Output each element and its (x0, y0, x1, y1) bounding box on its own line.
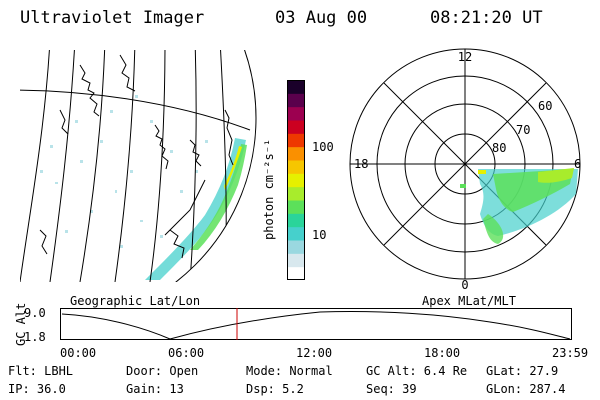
time-label: 08:21:20 UT (430, 8, 543, 28)
latlon-grid (20, 50, 251, 282)
polar-plot: 12 18 6 0 60 70 80 (349, 48, 581, 292)
altitude-ytick-high: 9.0 (24, 306, 46, 320)
info-seq: Seq: 39 (366, 382, 417, 396)
colorbar-segment (287, 213, 305, 228)
mlat-label-70: 70 (516, 123, 530, 137)
colorbar-segment (287, 173, 305, 188)
info-dsp: Dsp: 5.2 (246, 382, 304, 396)
mlt-label-12: 12 (458, 50, 472, 64)
colorbar-segment (287, 186, 305, 201)
colorbar-unit-label: photon cm⁻²s⁻¹ (262, 138, 276, 240)
polar-emission-dot (478, 170, 486, 174)
info-gc-alt: GC Alt: 6.4 Re (366, 364, 468, 378)
colorbar-segment (287, 200, 305, 214)
aurora-band-outer (145, 138, 246, 280)
instrument-title: Ultraviolet Imager (20, 8, 205, 28)
aurora-band-core (224, 146, 242, 190)
geographic-caption: Geographic Lat/Lon (70, 294, 201, 308)
colorbar-segment (287, 106, 305, 121)
colorbar-segment (287, 80, 305, 94)
mlat-label-60: 60 (538, 99, 552, 113)
mlat-label-80: 80 (492, 141, 506, 155)
colorbar-segment (287, 266, 305, 281)
info-glon: GLon: 287.4 (486, 382, 566, 396)
colorbar-border (287, 80, 305, 280)
altitude-xtick-2359: 23:59 (552, 346, 589, 360)
apex-caption: Apex MLat/MLT (422, 294, 516, 308)
colorbar-segment (287, 146, 305, 161)
colorbar-segment (287, 226, 305, 241)
altitude-plot-frame (60, 308, 572, 340)
polar-emission-dot-2 (460, 184, 466, 188)
info-glat: GLat: 27.9 (486, 364, 559, 378)
altitude-ytick-low: 1.8 (24, 330, 46, 344)
altitude-xtick-0000: 00:00 (60, 346, 97, 360)
mlt-label-0: 0 (461, 278, 468, 292)
polar-diagonal-2 (383, 82, 547, 246)
polar-emission-blob (483, 214, 504, 244)
emission-noise (40, 95, 208, 248)
colorbar-segment (287, 93, 305, 108)
altitude-xtick-1200: 12:00 (296, 346, 333, 360)
mlt-label-6: 6 (574, 157, 581, 171)
colorbar-gradient (287, 80, 305, 281)
info-gain: Gain: 13 (126, 382, 184, 396)
info-ip: IP: 36.0 (8, 382, 66, 396)
earth-limb (175, 50, 257, 282)
date-label: 03 Aug 00 (275, 8, 368, 28)
colorbar-segment (287, 160, 305, 174)
aurora-band-mid (190, 144, 247, 250)
altitude-xtick-0600: 06:00 (168, 346, 205, 360)
colorbar-tick-10: 10 (312, 228, 327, 242)
coastlines (39, 54, 234, 259)
info-filter: Flt: LBHL (8, 364, 74, 378)
geographic-map (20, 50, 257, 282)
colorbar-segment (287, 240, 305, 254)
altitude-curve (61, 311, 571, 340)
colorbar-segment (287, 253, 305, 268)
polar-emission-core (538, 168, 574, 183)
colorbar (287, 80, 305, 281)
altitude-xtick-1800: 18:00 (424, 346, 461, 360)
colorbar-segment (287, 133, 305, 148)
altitude-plot (60, 308, 572, 340)
colorbar-segment (287, 120, 305, 134)
colorbar-tick-100: 100 (312, 140, 334, 154)
info-door: Door: Open (126, 364, 199, 378)
info-mode: Mode: Normal (246, 364, 333, 378)
mlt-label-18: 18 (354, 157, 368, 171)
